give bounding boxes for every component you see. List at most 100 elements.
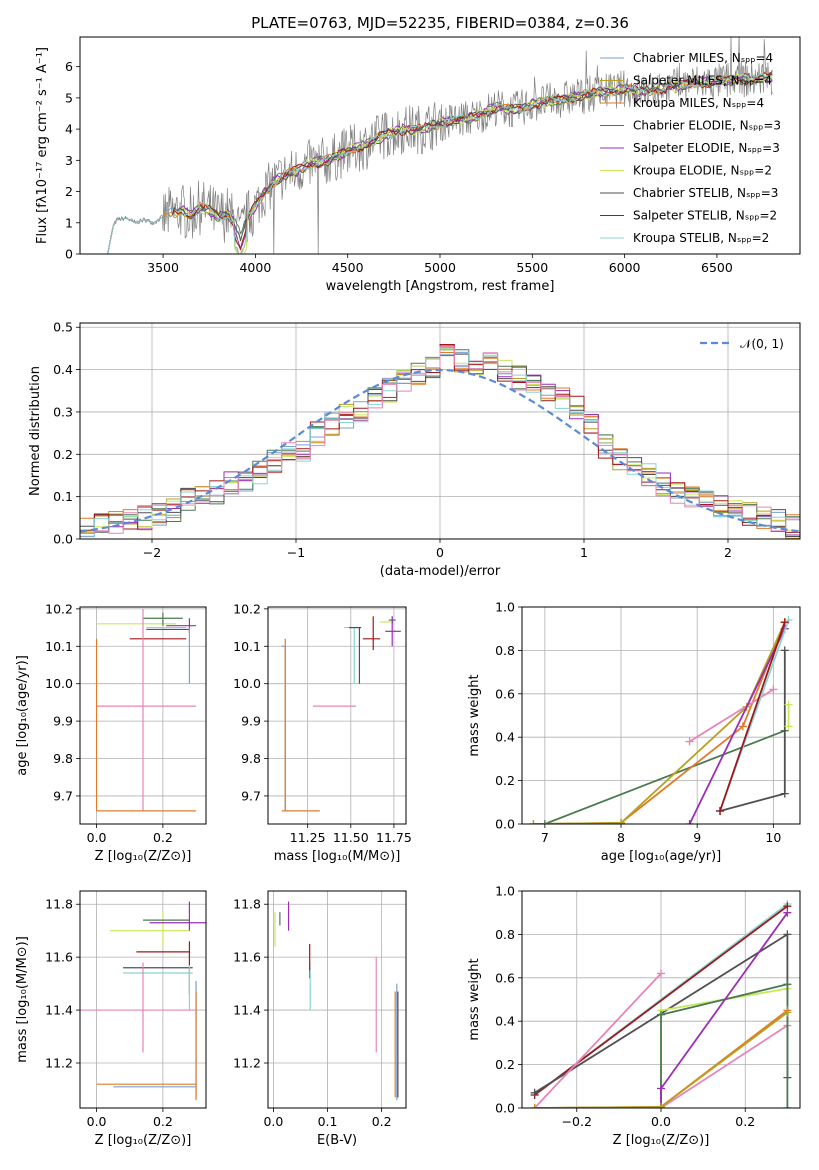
plot-area	[95, 608, 197, 812]
axes-frame	[267, 606, 407, 825]
y-tick-label: 1.0	[495, 884, 515, 899]
plot-area	[80, 901, 206, 1101]
weight-marker-8-1	[784, 700, 793, 709]
y-tick-label: 0.0	[495, 817, 515, 832]
weight-marker-9-1	[657, 1102, 665, 1108]
x-tick-label: 0.2	[153, 830, 173, 845]
weight-line-2	[533, 621, 786, 824]
weight-marker-3-0	[685, 737, 694, 746]
x-tick-label: 10	[765, 830, 781, 845]
x-tick-label: 1	[580, 545, 588, 560]
chart-layer: 3500 4000 4500 5000 5500 6000 6500 0 1 2 3 4 5 6 wavel…	[15, 36, 801, 1148]
weight-marker-0-0	[540, 820, 549, 824]
y-tick-label: 0.4	[495, 730, 515, 745]
x-tick-label: 11.25	[290, 830, 326, 845]
observed-spectrum	[107, 37, 773, 254]
weight-marker-9-0	[530, 1104, 539, 1108]
y-tick-label: 0.1	[53, 489, 73, 504]
weight-marker-6-3	[783, 1104, 792, 1108]
legend-entry: Salpeter ELODIE, Nₛₚₚ=3	[633, 141, 780, 155]
y-tick-label: 9.8	[241, 751, 261, 766]
model-line-5	[107, 73, 773, 254]
panel-spectrum: 3500 4000 4500 5000 5500 6000 6500 0 1 2 3 4 5 6 wavel…	[35, 36, 801, 294]
x-tick-label: 4500	[332, 260, 364, 275]
panel-mass-weight-age: 7 8 9 10 0.0 0.2 0.4 0.6 0.8 1.0 age [log₁₀(age/yr…	[467, 600, 801, 864]
y-tick-label: 10.1	[233, 639, 261, 654]
axes-frame	[521, 606, 801, 825]
model-line-8	[107, 73, 773, 254]
y-tick-label: 11.4	[233, 1003, 261, 1018]
histogram-9	[80, 346, 800, 534]
y-tick-label: 0.5	[53, 320, 73, 335]
y-tick-label: 1	[65, 215, 73, 230]
plot-area	[274, 901, 399, 1101]
y-tick-label: 10.2	[233, 601, 261, 616]
x-axis-label: Z [log₁₀(Z/Z⊙)]	[95, 1133, 192, 1148]
y-tick-label: 6	[65, 59, 73, 74]
x-tick-label: −2	[143, 545, 161, 560]
x-tick-label: 0.2	[372, 1114, 392, 1129]
x-tick-label: 4000	[239, 260, 271, 275]
x-tick-label: 11.50	[333, 830, 369, 845]
x-tick-label: 7	[541, 830, 549, 845]
y-tick-label: 11.8	[45, 897, 73, 912]
x-axis-label: Z [log₁₀(Z/Z⊙)]	[95, 849, 192, 864]
x-tick-label: 2	[724, 545, 732, 560]
y-tick-label: 9.7	[241, 788, 261, 803]
y-tick-label: 0.0	[53, 532, 73, 547]
axes-frame	[267, 890, 407, 1109]
weight-marker-7-1	[657, 1084, 665, 1093]
plot-area	[80, 344, 800, 539]
weight-marker-2-0	[530, 1088, 539, 1097]
weight-marker-7-2	[783, 908, 792, 917]
x-tick-label: 0.1	[318, 1114, 338, 1129]
x-tick-label: −1	[287, 545, 305, 560]
y-tick-label: 0.4	[495, 1014, 515, 1029]
legend-entry: Kroupa STELIB, Nₛₚₚ=2	[633, 231, 769, 245]
figure-title: PLATE=0763, MJD=52235, FIBERID=0384, z=0…	[251, 14, 629, 32]
plot-area	[281, 616, 401, 812]
weight-line-1	[533, 621, 786, 824]
x-tick-label: 3500	[147, 260, 179, 275]
x-tick-label: −0.2	[562, 1114, 592, 1129]
y-tick-label: 11.6	[233, 950, 261, 965]
weight-marker-6-2	[780, 646, 789, 655]
y-tick-label: 0.0	[495, 1101, 515, 1116]
x-tick-label: 0.0	[87, 830, 107, 845]
y-tick-label: 3	[65, 153, 73, 168]
panel-age-Z: 0.0 0.2 9.7 9.8 9.9 10.0 10.1 10.2 Z [log₁₀(Z/Z⊙…	[15, 601, 207, 864]
weight-line-0	[544, 729, 786, 824]
y-tick-label: 10.0	[233, 676, 261, 691]
legend-entry: Salpeter STELIB, Nₛₚₚ=2	[633, 209, 777, 223]
y-tick-label: 9.9	[53, 714, 73, 729]
weight-line-6	[660, 983, 789, 1108]
legend-entry: Salpeter MILES, Nₛₚₚ=4	[633, 74, 772, 88]
y-tick-label: 10.0	[45, 676, 73, 691]
weight-marker-2-1	[617, 818, 626, 824]
y-axis-label: Flux [fλ10⁻¹⁷ erg cm⁻² s⁻¹ A⁻¹]	[35, 47, 50, 244]
model-line-7	[107, 72, 773, 254]
y-axis-label: age [log₁₀(age/yr)]	[15, 655, 30, 776]
y-tick-label: 0.2	[495, 773, 515, 788]
x-tick-label: 8	[617, 830, 625, 845]
y-tick-label: 11.4	[45, 1003, 73, 1018]
x-tick-label: 11.75	[376, 830, 412, 845]
x-axis-label: age [log₁₀(age/yr)]	[601, 849, 722, 864]
y-tick-label: 5	[65, 90, 73, 105]
axes-frame	[79, 36, 801, 255]
y-axis-label: mass weight	[467, 674, 482, 756]
y-tick-label: 2	[65, 184, 73, 199]
weight-marker-2-0	[529, 820, 538, 824]
x-tick-label: 6500	[701, 260, 733, 275]
weight-line-3	[533, 972, 662, 1108]
y-tick-label: 0.4	[53, 362, 73, 377]
weight-marker-7-0	[716, 806, 725, 815]
weight-line-5	[660, 987, 788, 1108]
panel-mass-weight-Z: −0.2 0.0 0.2 0.0 0.2 0.4 0.6 0.8 1.0 Z [log₁₀(Z/Z…	[467, 884, 801, 1148]
normal-curve	[80, 368, 800, 533]
y-tick-label: 9.7	[53, 788, 73, 803]
x-axis-label: mass [log₁₀(M/M⊙)]	[274, 849, 401, 864]
x-tick-label: 0.0	[87, 1114, 107, 1129]
weight-marker-2-1	[783, 930, 792, 939]
